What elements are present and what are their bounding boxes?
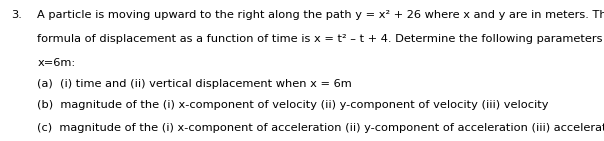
Text: 3.: 3.: [11, 10, 22, 20]
Text: x=6m:: x=6m:: [37, 58, 76, 68]
Text: (b)  magnitude of the (i) x-component of velocity (ii) y-component of velocity (: (b) magnitude of the (i) x-component of …: [37, 100, 549, 110]
Text: A particle is moving upward to the right along the path y = x² + 26 where x and : A particle is moving upward to the right…: [37, 10, 604, 20]
Text: formula of displacement as a function of time is x = t² – t + 4. Determine the f: formula of displacement as a function of…: [37, 34, 604, 44]
Text: (c)  magnitude of the (i) x-component of acceleration (ii) y-component of accele: (c) magnitude of the (i) x-component of …: [37, 123, 604, 133]
Text: (a)  (i) time and (ii) vertical displacement when x = 6m: (a) (i) time and (ii) vertical displacem…: [37, 79, 352, 89]
